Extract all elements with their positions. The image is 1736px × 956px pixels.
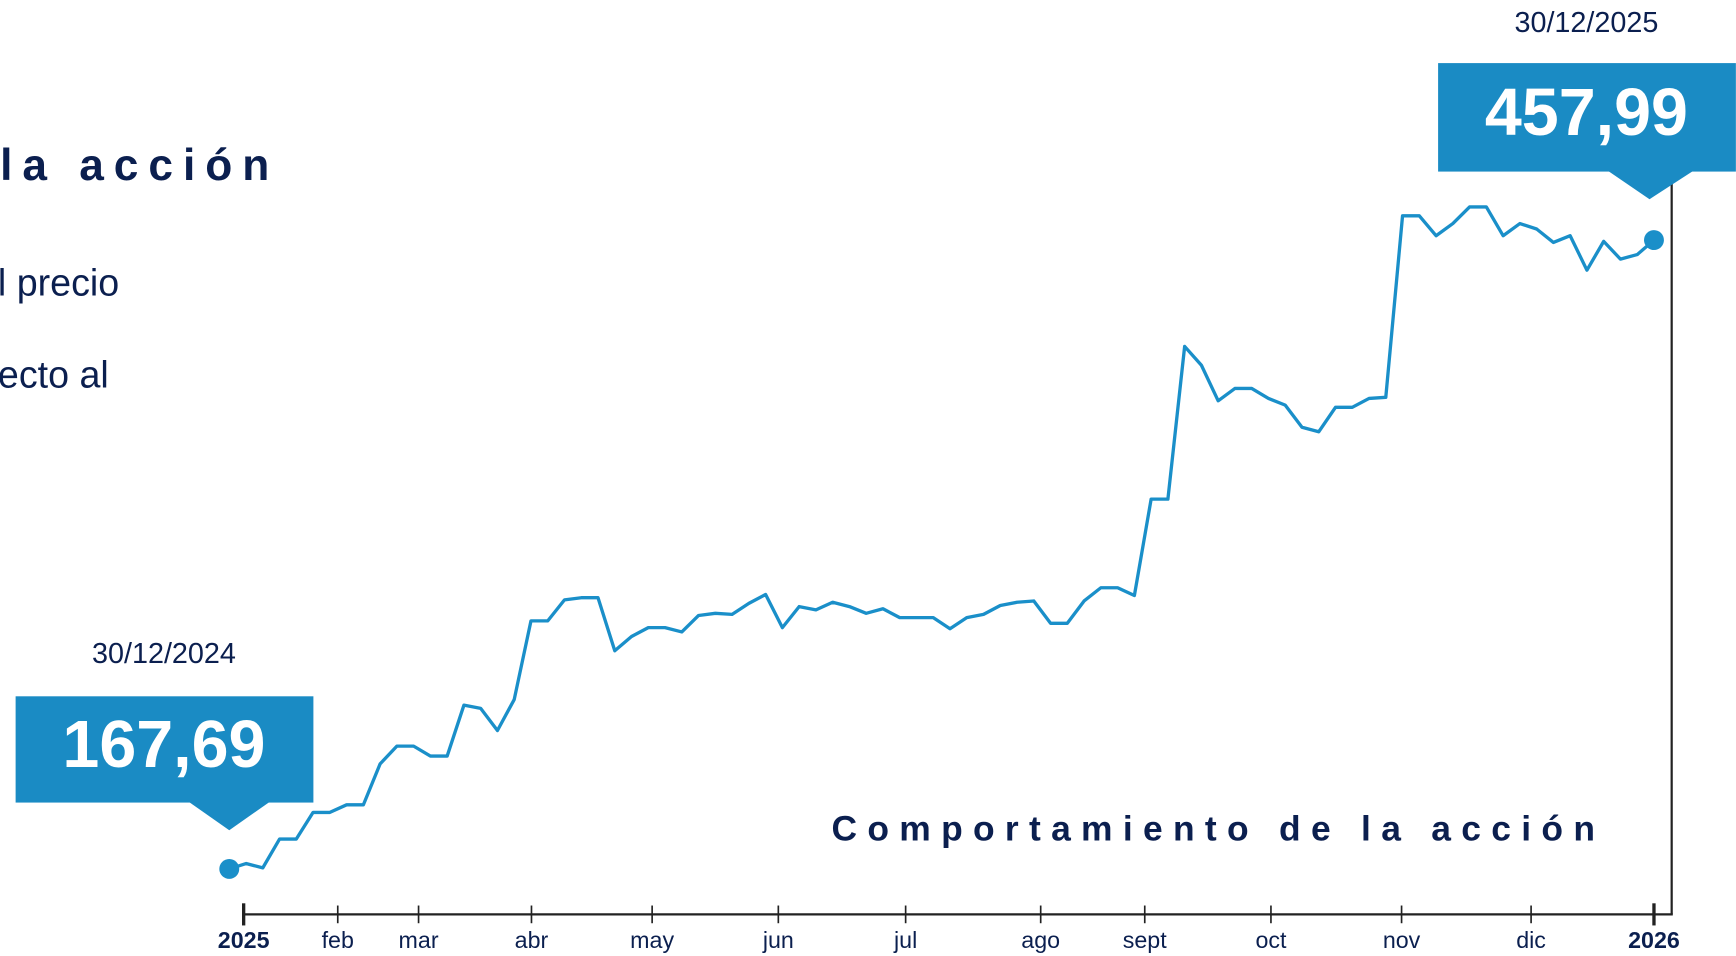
end-point — [1644, 230, 1664, 251]
x-tick-label: oct — [1255, 927, 1287, 953]
value-label: 167,69 — [62, 708, 265, 782]
end-point — [219, 859, 240, 879]
left-text: ecto al — [0, 353, 109, 395]
chart-title: Comportamiento de la acción — [832, 809, 1606, 849]
price-line — [228, 205, 1656, 871]
x-tick-label: jun — [762, 927, 794, 953]
x-tick-label: dic — [1516, 927, 1546, 953]
x-tick-label: may — [630, 927, 674, 953]
x-tick-label: feb — [322, 927, 354, 953]
end-callout — [1438, 63, 1736, 172]
left-heading: la acción — [0, 141, 279, 190]
x-tick-label: sept — [1123, 927, 1167, 953]
end-date: 30/12/2025 — [1514, 7, 1658, 39]
x-tick-label: ago — [1021, 927, 1060, 953]
x-tick-label: abr — [515, 927, 549, 953]
x-tick-label: mar — [399, 927, 439, 953]
callout-pointer — [188, 801, 271, 831]
callout-pointer — [1607, 170, 1694, 200]
x-tick-label: jul — [893, 927, 917, 953]
value-label: 457,99 — [1485, 76, 1688, 150]
x-tick-label: 2025 — [218, 927, 270, 953]
start-date: 30/12/2024 — [92, 638, 236, 670]
start-callout — [15, 696, 314, 803]
x-tick-label: 2026 — [1628, 927, 1680, 953]
left-text: l precio — [0, 262, 119, 304]
x-tick-label: nov — [1383, 927, 1421, 953]
